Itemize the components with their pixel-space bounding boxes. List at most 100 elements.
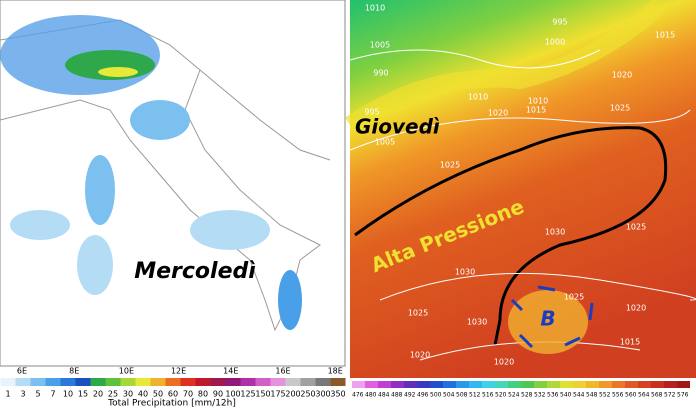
colorbar-label: 484: [378, 392, 390, 399]
arrows: [510, 285, 594, 349]
colorbar-label: 60: [168, 390, 178, 399]
colorbar-swatch: [240, 378, 256, 386]
colorbar-label: 480: [365, 392, 377, 399]
isobar-label: 1015: [620, 338, 640, 347]
precip: [85, 155, 115, 225]
isobars: [349, 49, 696, 361]
colorbar-swatch: [482, 381, 495, 388]
colorbar-label: 508: [456, 392, 468, 399]
colorbar-swatch: [255, 378, 271, 386]
colorbar-label: 488: [391, 392, 403, 399]
longitude-label: 14E: [223, 367, 238, 376]
colorbar-swatch: [599, 381, 612, 388]
longitude-label: 12E: [171, 367, 186, 376]
isobar-label: 1015: [526, 106, 546, 115]
colorbar-label: 125: [240, 390, 255, 399]
left-map: Mercoledì: [0, 0, 346, 367]
colorbar-label: 492: [404, 392, 416, 399]
isobar-label: 1025: [564, 293, 584, 302]
colorbar-label: 5: [35, 390, 40, 399]
colorbar-label: 552: [599, 392, 611, 399]
precip: [77, 235, 113, 295]
colorbar-swatch: [508, 381, 521, 388]
isobar-label: 1025: [610, 104, 630, 113]
colorbar-swatch: [534, 381, 547, 388]
colorbar-label: 70: [183, 390, 193, 399]
colorbar-label: 520: [495, 392, 507, 399]
colorbar-label: 300: [315, 390, 330, 399]
colorbar-swatch: [573, 381, 586, 388]
colorbar-label: 528: [521, 392, 533, 399]
colorbar-label: 532: [534, 392, 546, 399]
precip: [190, 210, 270, 250]
colorbar-swatch: [195, 378, 211, 386]
longitude-label: 8E: [69, 367, 79, 376]
colorbar-label: 556: [612, 392, 624, 399]
colorbar-swatch: [677, 381, 690, 388]
colorbar-label: 496: [417, 392, 429, 399]
colorbar-label: 540: [560, 392, 572, 399]
isobar-label: 1030: [545, 228, 565, 237]
colorbar-label: 350: [330, 390, 345, 399]
colorbar-label: 50: [153, 390, 163, 399]
coastline: [199, 69, 331, 161]
colorbar-label: 516: [482, 392, 494, 399]
colorbar-swatch: [270, 378, 286, 386]
isobar-label: 1030: [455, 268, 475, 277]
high-pressure-outline: [354, 126, 668, 346]
longitude-label: 10E: [119, 367, 134, 376]
isobar-label: 1020: [626, 304, 646, 313]
isobar-label: 995: [364, 108, 379, 117]
yellow-band: [344, 0, 667, 133]
colorbar-swatch: [0, 378, 16, 386]
colorbar-label: 90: [213, 390, 223, 399]
isobar-label: 1025: [440, 161, 460, 170]
colorbar-label: 572: [664, 392, 676, 399]
colorbar-label: 175: [270, 390, 285, 399]
colorbar-swatch: [45, 378, 61, 386]
isobar-label: 1010: [468, 93, 488, 102]
colorbar-title: Total Precipitation [mm/12h]: [107, 399, 236, 409]
colorbar-swatch: [105, 378, 121, 386]
isobar-label: 1025: [626, 223, 646, 232]
colorbar-swatch: [285, 378, 301, 386]
colorbar-label: 548: [586, 392, 598, 399]
colorbar-swatch: [638, 381, 651, 388]
isobar-label: 1020: [488, 109, 508, 118]
colorbar-label: 100: [225, 390, 240, 399]
colorbar-swatch: [560, 381, 573, 388]
colorbar-label: 576: [677, 392, 689, 399]
colorbar-label: 3: [20, 390, 25, 399]
colorbar-swatch: [300, 378, 316, 386]
colorbar-label: 200: [285, 390, 300, 399]
colorbar-swatch: [315, 378, 331, 386]
colorbar-label: 40: [138, 390, 148, 399]
low-label: B: [540, 307, 555, 331]
isobar-label: 1000: [545, 38, 565, 47]
colorbar-label: 560: [625, 392, 637, 399]
colorbar-swatch: [135, 378, 151, 386]
colorbar-swatch: [378, 381, 391, 388]
isobar-label: 1010: [365, 4, 385, 13]
colorbar-swatch: [90, 378, 106, 386]
colorbar-label: 564: [638, 392, 650, 399]
colorbar-label: 512: [469, 392, 481, 399]
colorbar-label: 504: [443, 392, 455, 399]
colorbar-label: 524: [508, 392, 520, 399]
colorbar-swatch: [586, 381, 599, 388]
colorbar-swatch: [225, 378, 241, 386]
day-label: Giovedì: [355, 115, 440, 139]
isobar-label: 1025: [408, 309, 428, 318]
colorbar-swatch: [120, 378, 136, 386]
precip: [130, 100, 190, 140]
isobar-label: 1020: [494, 358, 514, 367]
isobar-label: 1010: [528, 97, 548, 106]
colorbar-label: 80: [198, 390, 208, 399]
colorbar-swatch: [612, 381, 625, 388]
colorbar-swatch: [404, 381, 417, 388]
colorbar-swatch: [75, 378, 91, 386]
colorbar-swatch: [352, 381, 365, 388]
colorbar-label: 500: [430, 392, 442, 399]
